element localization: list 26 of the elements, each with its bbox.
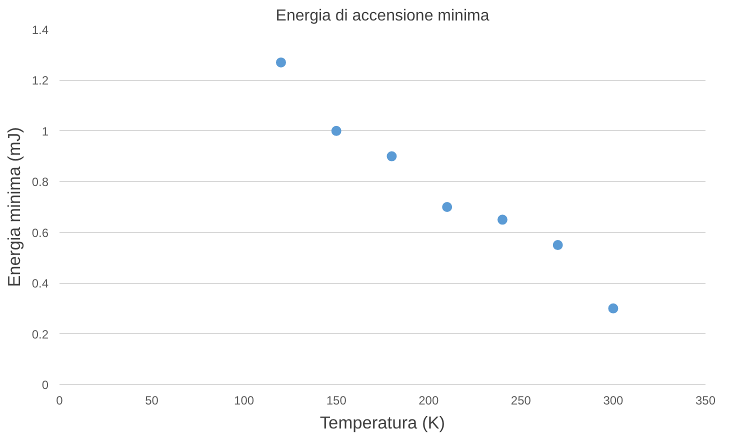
- point: [608, 303, 618, 314]
- x-tick-label: 250: [510, 394, 532, 408]
- point: [442, 202, 452, 212]
- x-axis-title: Temperatura (K): [320, 412, 446, 432]
- x-tick-label: 0: [56, 394, 64, 408]
- chart-title: Energia di accensione minima: [276, 8, 490, 24]
- x-tick-label: 350: [695, 394, 716, 408]
- x-tick-label: 100: [234, 394, 254, 408]
- y-tick-label: 0.2: [32, 327, 49, 342]
- y-tick-label: 1.2: [32, 74, 49, 88]
- y-tick-label: 0.4: [32, 276, 49, 291]
- point: [497, 214, 508, 225]
- y-tick-label: 0.8: [32, 175, 49, 190]
- x-tick-label: 50: [145, 394, 159, 408]
- y-tick-label: 0: [42, 378, 49, 392]
- y-tick-label: 1: [42, 124, 49, 138]
- y-tick-label: 1.4: [32, 23, 49, 37]
- y-axis-title: Energia minima (mJ): [4, 127, 24, 287]
- point: [331, 126, 342, 136]
- x-tick-label: 300: [603, 394, 624, 408]
- x-tick-label: 200: [418, 394, 439, 408]
- point: [276, 57, 286, 68]
- point: [386, 151, 397, 162]
- point: [552, 240, 563, 250]
- x-tick-label: 150: [326, 394, 347, 408]
- y-tick-label: 0.6: [32, 226, 49, 240]
